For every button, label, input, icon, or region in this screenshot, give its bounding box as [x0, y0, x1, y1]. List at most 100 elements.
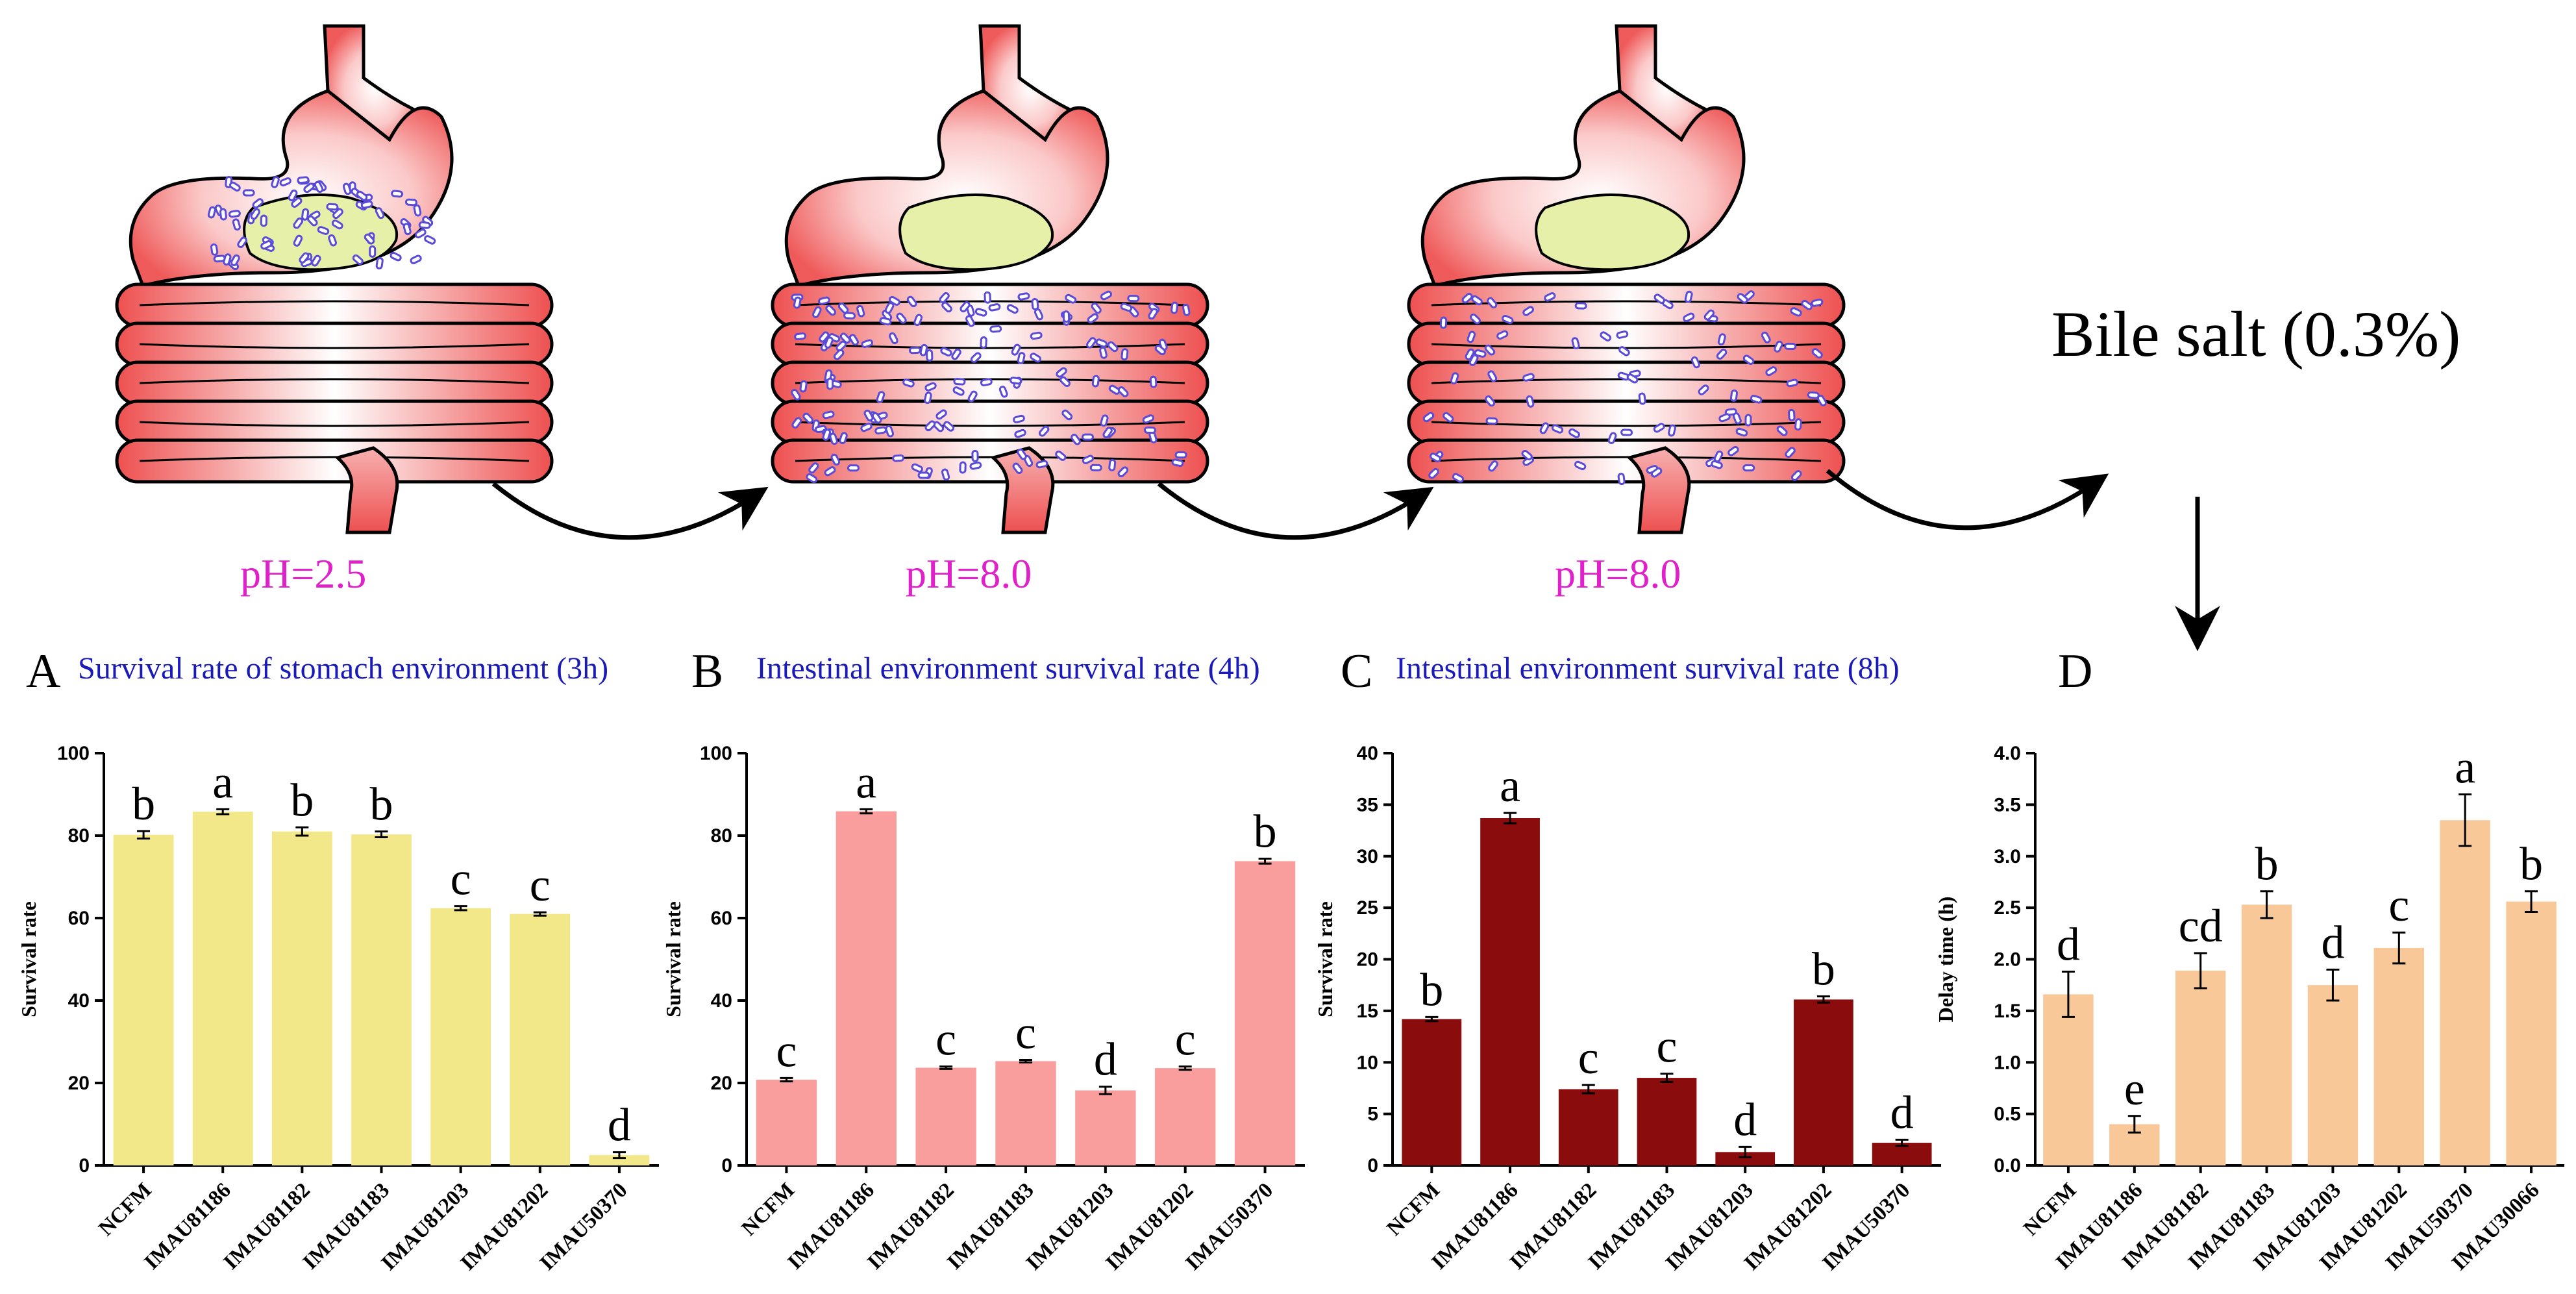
bar-imau81203 — [1075, 1090, 1136, 1165]
transition-arrow-1 — [491, 482, 769, 540]
bacterium — [896, 312, 907, 324]
bacterium — [1544, 292, 1556, 302]
bacterium — [1600, 331, 1612, 342]
panel-letter: B — [691, 645, 723, 698]
significance-letter: e — [2124, 1063, 2145, 1115]
bacterium — [271, 176, 280, 188]
bacterium — [404, 198, 417, 206]
bacterium — [1030, 353, 1042, 363]
intestine-lumen — [139, 421, 530, 427]
y-tick-label: 60 — [68, 908, 90, 929]
chart-panel-a: A Survival rate of stomach environment (3… — [17, 645, 659, 1275]
bacterium — [1039, 425, 1050, 437]
intestine-loop — [771, 399, 1209, 445]
bar-imau81183 — [995, 1061, 1056, 1165]
bacterium — [1785, 447, 1796, 458]
significance-letter: c — [935, 1014, 956, 1065]
bacterium — [917, 471, 930, 479]
significance-letter: cd — [2179, 900, 2223, 952]
y-tick-label: 60 — [711, 908, 732, 929]
significance-letter: d — [1890, 1086, 1914, 1138]
bacterium — [414, 229, 427, 239]
transition-arrow-2 — [1157, 482, 1434, 540]
bacterium — [1729, 389, 1739, 402]
bar-imau50370 — [2440, 820, 2490, 1165]
y-tick-label: 0.0 — [1994, 1155, 2021, 1176]
intestine-loop — [1407, 438, 1846, 484]
bacterium — [812, 306, 822, 318]
bacterium — [1522, 306, 1534, 316]
y-tick-label: 80 — [68, 825, 90, 847]
intestine-lumen — [1431, 456, 1822, 462]
bacterium — [1496, 330, 1509, 340]
bacterium — [1089, 464, 1102, 471]
bar-imau81203 — [1715, 1152, 1776, 1165]
bacterium — [1087, 313, 1099, 324]
bacterium — [974, 308, 987, 317]
y-tick-label: 4.0 — [1994, 743, 2021, 764]
bacterium — [1422, 412, 1435, 423]
gut-illustration-2 — [771, 24, 1209, 534]
bar-ncfm — [1402, 1019, 1462, 1165]
bacterium — [911, 463, 923, 473]
bacterium — [326, 203, 339, 211]
bacterium — [989, 325, 1002, 333]
bacterium — [1107, 341, 1119, 353]
bacterium — [228, 210, 241, 218]
bacterium — [390, 251, 402, 262]
intestine-lumen — [139, 343, 530, 349]
bacterium — [971, 449, 979, 462]
bacterium — [1055, 450, 1067, 461]
bar-imau81202 — [2373, 948, 2425, 1165]
bacterium — [1430, 453, 1442, 463]
y-tick-label: 20 — [68, 1073, 90, 1094]
bacterium — [1108, 458, 1117, 471]
bacterium — [1618, 346, 1630, 356]
bacterium — [965, 315, 975, 327]
bacterium — [951, 348, 961, 360]
bacterium — [874, 426, 887, 435]
bacterium — [317, 226, 330, 235]
bacterium — [1653, 293, 1665, 305]
category-label: NCFM — [94, 1178, 156, 1240]
bacterium — [1784, 342, 1797, 350]
bacterium — [1127, 294, 1140, 303]
bacterium — [808, 462, 819, 474]
bacterium — [960, 301, 971, 313]
bacterium — [252, 198, 264, 209]
y-tick-label: 2.0 — [1994, 949, 2021, 971]
bacterium — [229, 181, 241, 192]
bacterium — [1811, 348, 1823, 359]
bacterium — [802, 412, 813, 424]
bacterium — [908, 346, 921, 355]
bacterium — [1488, 460, 1498, 472]
panel-letter: D — [2058, 645, 2092, 698]
bacterium — [1790, 470, 1802, 481]
bacterium — [1461, 293, 1473, 304]
bacterium — [953, 377, 966, 386]
significance-letter: b — [2255, 838, 2279, 890]
bacterium — [1616, 330, 1629, 339]
y-axis-label: Survival rate — [662, 901, 685, 1017]
bacterium — [1071, 434, 1081, 445]
bacterium — [970, 352, 982, 363]
bacterium — [1439, 316, 1448, 329]
bacterium — [1801, 299, 1813, 310]
bacterium — [1017, 352, 1026, 364]
bacterium — [260, 214, 267, 227]
bacterium — [1099, 346, 1108, 359]
significance-letter: c — [530, 859, 551, 911]
significance-letter: d — [1094, 1034, 1117, 1086]
bacterium — [1030, 331, 1043, 340]
transition-arrow-3 — [1826, 469, 2109, 530]
bacterium — [824, 466, 836, 477]
bacterium — [1816, 394, 1827, 406]
bacterium — [1100, 290, 1113, 301]
bacterium — [791, 417, 802, 429]
bacterium — [1568, 428, 1580, 438]
significance-letter: c — [1657, 1021, 1678, 1073]
bacterium — [839, 432, 848, 445]
bacterium — [830, 453, 841, 466]
bacterium — [998, 386, 1008, 398]
